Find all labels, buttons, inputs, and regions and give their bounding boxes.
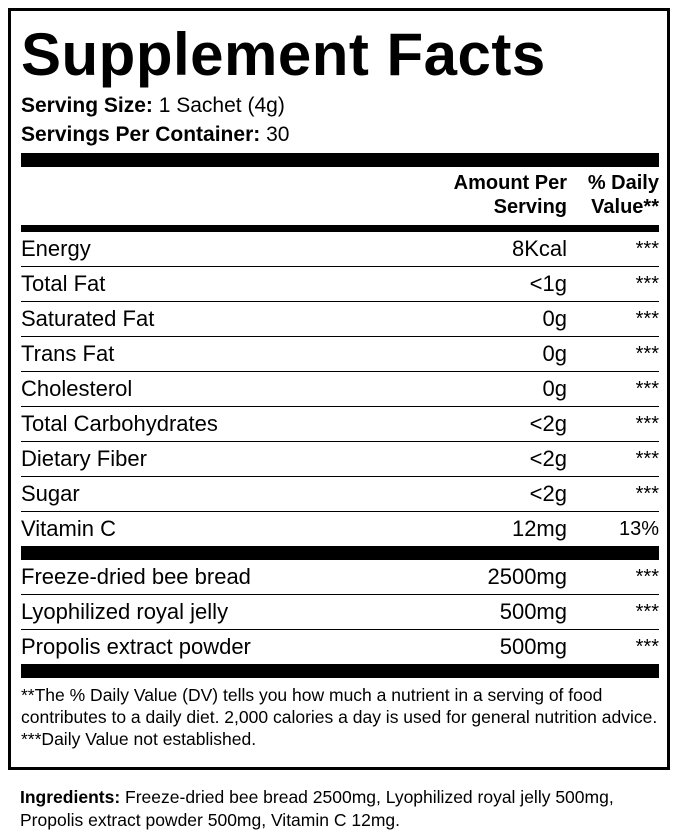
- header-line: Serving: [493, 196, 567, 218]
- ingredients-text: Freeze-dried bee bread 2500mg, Lyophiliz…: [20, 787, 614, 830]
- serving-label: Servings Per Container:: [21, 123, 261, 146]
- table-cell: Saturated Fat: [21, 306, 155, 331]
- table-cell: Trans Fat: [21, 341, 115, 366]
- serving-line: Serving Size: 1 Sachet (4g): [21, 91, 659, 120]
- table-cell: 8Kcal: [511, 236, 567, 261]
- table-cell: Total Fat: [21, 271, 106, 296]
- supplement-facts-panel: Supplement Facts Serving Size: 1 Sachet …: [8, 8, 670, 770]
- table-cell: ***: [635, 238, 659, 260]
- table-cell: 500mg: [499, 599, 567, 624]
- table-cell: Freeze-dried bee bread: [21, 564, 251, 589]
- table-cell: <2g: [529, 411, 567, 436]
- table-cell: ***: [635, 566, 659, 588]
- table-cell: 0g: [542, 306, 567, 331]
- table-row: Lyophilized royal jelly 500mg ***: [21, 594, 659, 629]
- table-cell: ***: [635, 636, 659, 658]
- table-cell: <2g: [529, 446, 567, 471]
- table-row: Sugar <2g ***: [21, 476, 659, 511]
- table-cell: ***: [635, 601, 659, 623]
- table-cell: <1g: [529, 271, 567, 296]
- table-cell: ***: [635, 343, 659, 365]
- serving-line: Servings Per Container: 30: [21, 120, 659, 149]
- table-row: Cholesterol 0g ***: [21, 371, 659, 406]
- divider: [21, 153, 659, 167]
- ingredients-label: Ingredients:: [20, 787, 121, 807]
- table-row: Dietary Fiber <2g ***: [21, 441, 659, 476]
- serving-value: 1 Sachet (4g): [158, 94, 285, 117]
- table-cell: 0g: [542, 341, 567, 366]
- header-cell: Amount Per Serving: [407, 171, 567, 219]
- table-cell: 0g: [542, 376, 567, 401]
- table-cell: Total Carbohydrates: [21, 411, 218, 436]
- serving-value: 30: [266, 123, 290, 146]
- table-cell: 500mg: [499, 634, 567, 659]
- table-row: Propolis extract powder 500mg ***: [21, 629, 659, 664]
- table-row: Total Carbohydrates <2g ***: [21, 406, 659, 441]
- column-header: Amount Per Serving% Daily Value**: [21, 167, 659, 225]
- title: Supplement Facts: [21, 21, 546, 88]
- header-line: Amount Per: [453, 172, 567, 194]
- divider: [21, 546, 659, 560]
- table-cell: Vitamin C: [21, 516, 116, 541]
- footnote: **The % Daily Value (DV) tells you how m…: [21, 685, 658, 727]
- table-row: Saturated Fat 0g ***: [21, 301, 659, 336]
- table-cell: Lyophilized royal jelly: [21, 599, 229, 624]
- divider: [21, 664, 659, 678]
- table-cell: ***: [635, 448, 659, 470]
- table-cell: Dietary Fiber: [21, 446, 147, 471]
- table-cell: Cholesterol: [21, 376, 133, 401]
- table-row: Freeze-dried bee bread 2500mg ***: [21, 560, 659, 594]
- divider: [21, 225, 659, 232]
- table-cell: ***: [635, 308, 659, 330]
- nutrient-table: Energy 8Kcal *** Total Fat <1g *** Saturated F…: [21, 232, 659, 546]
- table-row: Trans Fat 0g ***: [21, 336, 659, 371]
- table-cell: 2500mg: [487, 564, 567, 589]
- footnotes: **The % Daily Value (DV) tells you how m…: [21, 678, 659, 750]
- table-cell: ***: [635, 273, 659, 295]
- header-line: Value**: [591, 196, 659, 218]
- table-row: Total Fat <1g ***: [21, 266, 659, 301]
- table-cell: <2g: [529, 481, 567, 506]
- header-line: % Daily: [587, 172, 659, 194]
- table-cell: ***: [635, 378, 659, 400]
- active-table: Freeze-dried bee bread 2500mg *** Lyophiliz…: [21, 560, 659, 664]
- table-cell: Energy: [21, 236, 91, 261]
- table-cell: Propolis extract powder: [21, 634, 251, 659]
- header-cell: % Daily Value**: [567, 171, 659, 219]
- table-row: Energy 8Kcal ***: [21, 232, 659, 266]
- serving-label: Serving Size:: [21, 94, 153, 117]
- table-cell: 13%: [618, 518, 659, 540]
- ingredients: Ingredients: Freeze-dried bee bread 2500…: [20, 786, 670, 832]
- table-cell: 12mg: [511, 516, 567, 541]
- table-cell: ***: [635, 413, 659, 435]
- serving-info: Serving Size: 1 Sachet (4g) Servings Per …: [21, 91, 659, 149]
- table-cell: ***: [635, 483, 659, 505]
- footnote: ***Daily Value not established.: [21, 729, 257, 749]
- table-row: Vitamin C 12mg 13%: [21, 511, 659, 546]
- table-cell: Sugar: [21, 481, 80, 506]
